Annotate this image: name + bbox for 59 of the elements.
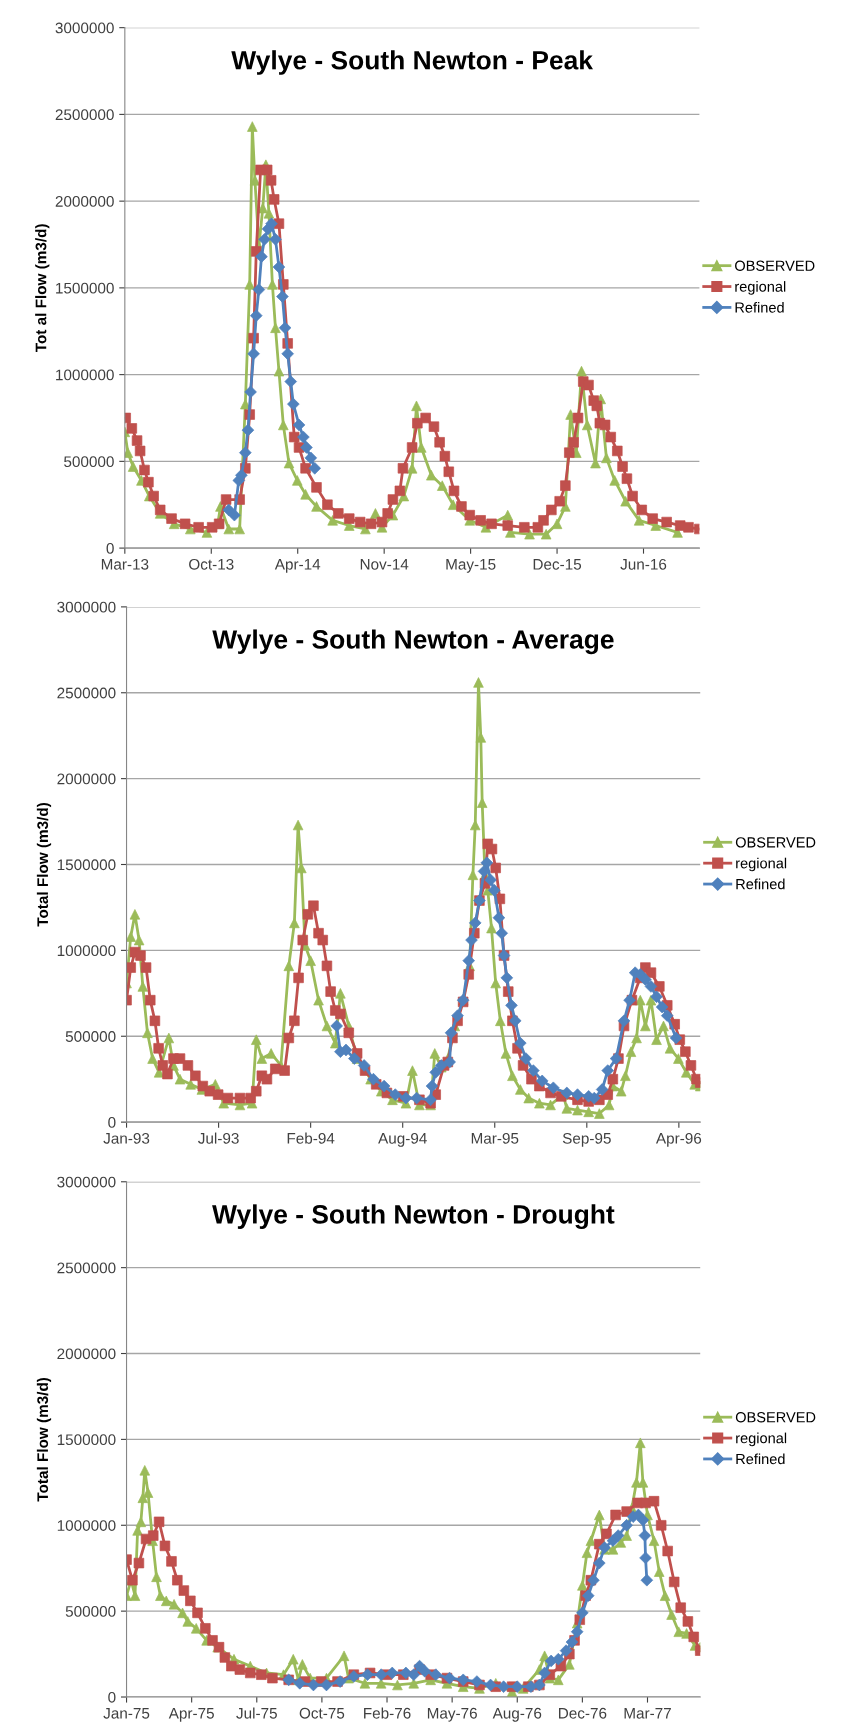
y-tick-label: 0 bbox=[106, 542, 114, 554]
y-tick-label: 2000000 bbox=[55, 196, 114, 207]
text: Wylye - South Newton - Average bbox=[212, 629, 614, 655]
x-tick-label: Jan-93 bbox=[103, 1132, 150, 1144]
x-tick-label: Oct-13 bbox=[189, 558, 234, 570]
y-axis-title: Total Flow (m3/d) bbox=[36, 803, 52, 927]
y-tick-label: 2000000 bbox=[57, 1348, 116, 1360]
text: Wylye - South Newton - Peak bbox=[231, 50, 593, 75]
x-tick-label: Apr-96 bbox=[655, 1132, 702, 1147]
x-tick-label: Oct-75 bbox=[299, 1707, 345, 1719]
y-tick-label: 2500000 bbox=[57, 687, 116, 699]
x-tick-label: Jul-93 bbox=[198, 1132, 239, 1144]
y-tick-label: 1500000 bbox=[57, 859, 116, 871]
y-tick-label: 3000000 bbox=[57, 601, 116, 613]
legend-label: Refined bbox=[736, 1453, 785, 1465]
legend-label: regional bbox=[736, 857, 787, 872]
y-tick-label: 1500000 bbox=[57, 1434, 116, 1446]
y-axis-title: Tot al Flow (m3/d) bbox=[35, 224, 50, 353]
legend-label: OBSERVED bbox=[735, 837, 816, 848]
x-tick-label: Apr-14 bbox=[274, 559, 321, 573]
y-tick-label: 0 bbox=[108, 1691, 116, 1703]
y-tick-label: 0 bbox=[108, 1116, 116, 1128]
x-tick-label: Mar-95 bbox=[471, 1132, 519, 1144]
x-tick-label: Aug-76 bbox=[492, 1707, 542, 1722]
y-tick-label: 1500000 bbox=[56, 282, 114, 294]
legend-label: regional bbox=[736, 1432, 787, 1447]
y-tick-label: 3000000 bbox=[57, 1176, 116, 1188]
x-tick-label: Jul-75 bbox=[236, 1707, 277, 1719]
x-tick-label: Feb-76 bbox=[364, 1707, 411, 1719]
text: Wylye - South Newton - Drought bbox=[212, 1204, 615, 1230]
x-tick-label: Jan-75 bbox=[103, 1707, 150, 1719]
legend-label: Refined bbox=[735, 301, 784, 313]
legend-label: OBSERVED bbox=[735, 260, 815, 271]
x-tick-label: Mar-13 bbox=[101, 558, 149, 570]
y-tick-label: 2500000 bbox=[55, 109, 114, 121]
legend-label: OBSERVED bbox=[735, 1412, 816, 1423]
y-tick-label: 500000 bbox=[65, 1606, 116, 1617]
y-tick-label: 2500000 bbox=[57, 1262, 116, 1274]
legend-label: Refined bbox=[736, 878, 785, 890]
x-tick-label: Dec-76 bbox=[559, 1707, 607, 1719]
x-tick-label: Mar-77 bbox=[624, 1707, 671, 1719]
legend-label: regional bbox=[735, 281, 786, 295]
y-tick-label: 500000 bbox=[64, 456, 114, 468]
y-tick-label: 500000 bbox=[65, 1031, 116, 1042]
y-tick-label: 1000000 bbox=[57, 945, 116, 957]
x-tick-label: Sep-95 bbox=[562, 1132, 611, 1147]
x-tick-label: Apr-75 bbox=[168, 1707, 214, 1722]
x-tick-label: Jun-16 bbox=[620, 558, 667, 570]
y-tick-label: 2000000 bbox=[57, 773, 116, 785]
x-tick-label: Nov-14 bbox=[360, 559, 409, 570]
x-tick-label: Feb-94 bbox=[287, 1132, 335, 1144]
y-tick-label: 3000000 bbox=[55, 22, 114, 34]
y-tick-label: 1000000 bbox=[57, 1520, 116, 1531]
x-tick-label: May-15 bbox=[446, 559, 496, 573]
y-axis-title: Total Flow (m3/d) bbox=[36, 1377, 52, 1502]
x-tick-label: May-76 bbox=[427, 1707, 477, 1722]
x-tick-label: Dec-15 bbox=[533, 559, 582, 570]
y-tick-label: 1000000 bbox=[56, 369, 114, 381]
x-tick-label: Aug-94 bbox=[378, 1132, 427, 1147]
